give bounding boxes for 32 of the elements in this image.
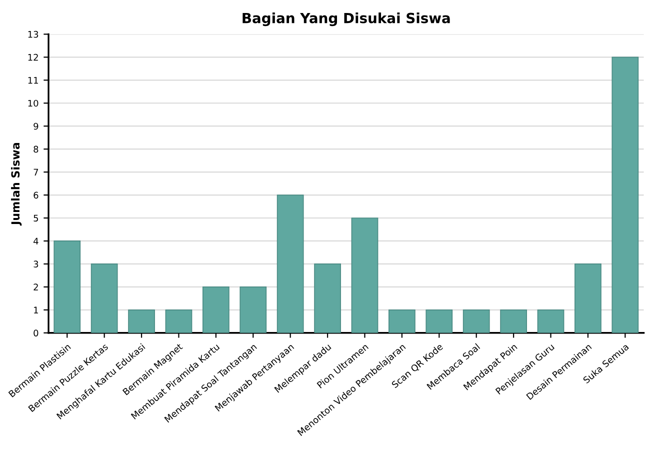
y-tick-label: 10 <box>28 100 38 107</box>
y-axis-title: Jumlah Siswa <box>11 142 22 226</box>
bar <box>351 218 378 333</box>
bar <box>612 56 639 333</box>
bar <box>165 309 192 333</box>
y-tick-label: 4 <box>34 238 38 244</box>
bar <box>537 309 564 333</box>
bar <box>574 264 602 333</box>
y-tick-label: 13 <box>28 30 38 38</box>
bar <box>240 286 267 333</box>
bar <box>314 264 341 333</box>
y-tick-label: 6 <box>34 192 38 199</box>
bar <box>388 309 416 333</box>
y-tick-label: 5 <box>34 214 38 222</box>
bar <box>90 264 118 333</box>
y-tick-label: 8 <box>34 146 38 153</box>
y-tick-label: 0 <box>34 330 38 336</box>
chart-title: Bagian Yang Disukai Siswa <box>242 12 450 26</box>
bar <box>54 240 81 333</box>
y-tick-label: 12 <box>28 54 38 61</box>
y-tick-label: 9 <box>34 122 38 130</box>
bar <box>128 309 155 333</box>
bar <box>462 309 490 333</box>
bar <box>426 309 453 333</box>
y-tick-label: 7 <box>34 168 38 176</box>
bar <box>202 286 230 333</box>
y-tick-label: 3 <box>34 260 38 268</box>
y-tick-label: 11 <box>28 77 38 84</box>
y-tick-label: 1 <box>34 306 38 314</box>
bar <box>276 194 304 333</box>
y-tick-label: 2 <box>34 284 38 290</box>
bar <box>500 309 527 333</box>
